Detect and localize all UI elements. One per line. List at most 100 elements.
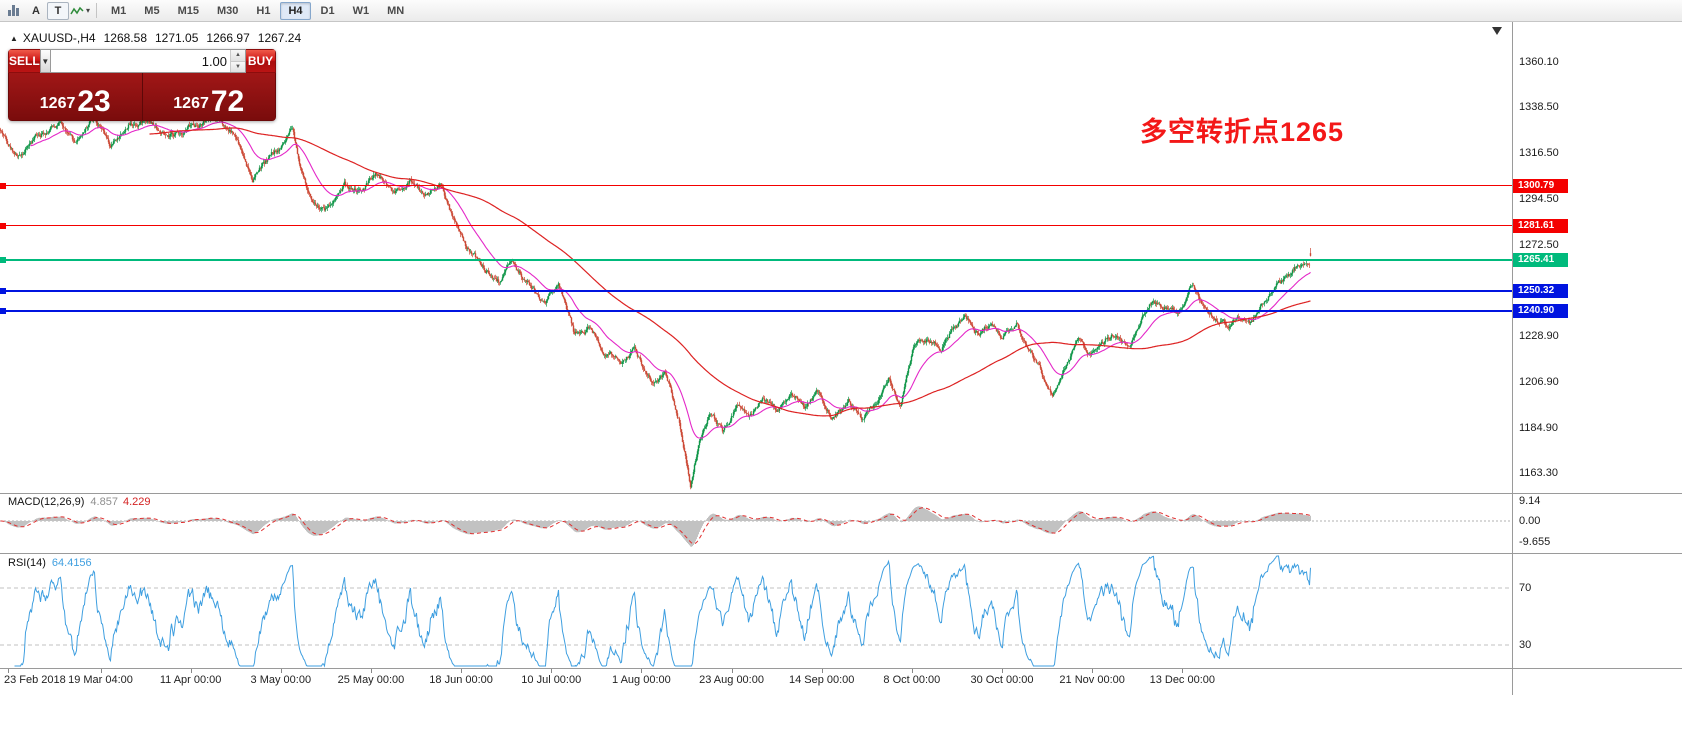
price-axis-label: 1338.50: [1519, 101, 1559, 114]
time-axis-tick: [370, 669, 372, 673]
time-axis-label: 11 Apr 00:00: [159, 674, 222, 686]
time-axis-tick: [461, 669, 463, 673]
ohlc-open: 1268.58: [103, 31, 147, 45]
time-axis-label: 30 Oct 00:00: [970, 674, 1034, 686]
horizontal-line[interactable]: [0, 258, 1512, 261]
price-axis-label: 1206.90: [1519, 375, 1559, 388]
text-tool-button[interactable]: T: [47, 1, 69, 20]
time-axis-tick: [551, 669, 553, 673]
rsi-value: 64.4156: [51, 557, 92, 569]
toolbar: A T ▾ M1 M5 M15 M30 H1 H4 D1 W1 MN: [0, 0, 1682, 22]
ohlc-low: 1266.97: [206, 31, 250, 45]
price-axis-label: 1360.10: [1519, 56, 1559, 68]
one-click-trading-panel: SELL ▼ ▲ ▼ BUY 1267 23 1267 72: [8, 49, 276, 121]
time-axis-label: 23 Aug 00:00: [699, 674, 764, 686]
price-axis-label: 1228.90: [1519, 329, 1559, 342]
chart-shift-marker-icon[interactable]: [1492, 27, 1502, 35]
symbol-arrow-icon: ▲: [10, 33, 18, 43]
bid-ask-display: 1267 23 1267 72: [8, 73, 276, 121]
spinner-down-button[interactable]: ▼: [231, 61, 246, 72]
price-axis-label: 1163.30: [1519, 466, 1558, 479]
price-axis-label: 1272.50: [1519, 238, 1559, 251]
time-axis-tick: [8, 669, 9, 673]
macd-axis-label: 9.14: [1519, 495, 1541, 507]
time-axis-tick: [100, 669, 102, 673]
lot-spinner: ▲ ▼: [230, 50, 246, 72]
price-tag: 1250.32: [1513, 284, 1568, 299]
time-axis-tick: [911, 669, 913, 673]
chevron-down-icon: ▾: [86, 6, 91, 15]
timeframe-m5-button[interactable]: M5: [136, 2, 167, 20]
line-handle[interactable]: [0, 256, 6, 263]
candlestick-chart[interactable]: [0, 22, 1512, 493]
timeframe-h4-button[interactable]: H4: [280, 1, 311, 20]
timeframe-m15-button[interactable]: M15: [170, 2, 207, 20]
horizontal-line[interactable]: [0, 309, 1512, 312]
bars-icon: [8, 5, 20, 16]
buy-button[interactable]: BUY: [246, 49, 276, 73]
time-axis-label: 8 Oct 00:00: [883, 674, 941, 686]
spinner-up-button[interactable]: ▲: [231, 50, 246, 62]
toolbar-separator: [96, 3, 98, 18]
timeframe-m30-button[interactable]: M30: [209, 2, 246, 20]
ask-price[interactable]: 1267 72: [143, 73, 276, 120]
panel-separator[interactable]: [0, 553, 1682, 554]
bid-big-digits: 23: [77, 85, 111, 118]
chart-text-annotation[interactable]: 多空转折点1265: [1140, 117, 1345, 147]
macd-axis-label: 0.00: [1519, 515, 1541, 527]
ask-big-digits: 72: [210, 85, 245, 118]
indicators-dropdown-button[interactable]: ▾: [69, 2, 91, 20]
panel-separator[interactable]: [0, 668, 1682, 669]
timeframe-d1-button[interactable]: D1: [313, 2, 343, 20]
lot-size-input[interactable]: [51, 50, 231, 72]
time-axis-tick: [641, 669, 643, 673]
price-axis-label: 1184.90: [1519, 421, 1558, 434]
timeframe-w1-button[interactable]: W1: [345, 2, 378, 20]
panel-separator[interactable]: [0, 493, 1682, 494]
sell-button[interactable]: SELL: [8, 49, 40, 73]
lot-dropdown-button[interactable]: ▼: [39, 49, 52, 73]
chevron-down-icon: ▼: [41, 56, 50, 66]
time-axis-label: 1 Aug 00:00: [612, 674, 671, 686]
time-axis-tick: [821, 669, 823, 673]
text-label-tool-button[interactable]: A: [25, 2, 47, 20]
time-axis-tick: [1002, 669, 1003, 673]
timeframe-h1-button[interactable]: H1: [248, 2, 278, 20]
line-handle[interactable]: [0, 182, 6, 189]
symbol-name: XAUUSD-,H4: [22, 31, 96, 45]
time-axis-label: 25 May 00:00: [337, 674, 405, 686]
line-handle[interactable]: [0, 288, 6, 295]
price-tag: 1281.61: [1513, 218, 1568, 233]
bid-main-digits: 1267: [39, 95, 76, 112]
symbol-header: ▲ XAUUSD-,H4 1268.58 1271.05 1266.97 126…: [10, 31, 301, 45]
chart-grid-icon[interactable]: [3, 2, 25, 20]
time-axis-label: 10 Jul 00:00: [521, 674, 582, 686]
horizontal-line[interactable]: [0, 225, 1512, 227]
time-axis-tick: [190, 669, 192, 673]
rsi-label: RSI(14) 64.4156: [8, 557, 92, 569]
time-axis-label: 21 Nov 00:00: [1059, 674, 1125, 686]
horizontal-line[interactable]: [0, 185, 1512, 187]
rsi-plot[interactable]: [0, 554, 1512, 668]
price-tag: 1240.90: [1513, 303, 1568, 318]
time-axis-tick: [731, 669, 733, 673]
time-axis-tick: [1092, 669, 1094, 673]
line-handle[interactable]: [0, 222, 6, 229]
time-axis-tick: [280, 669, 282, 673]
time-axis-label: 13 Dec 00:00: [1149, 674, 1216, 686]
macd-axis-label: -9.655: [1519, 536, 1551, 549]
line-handle[interactable]: [0, 307, 6, 314]
bid-price[interactable]: 1267 23: [9, 73, 142, 120]
macd-plot[interactable]: [0, 494, 1512, 553]
indicator-line-icon: [70, 6, 84, 14]
rsi-level-label: 70: [1519, 582, 1532, 594]
horizontal-line[interactable]: [0, 290, 1512, 293]
timeframe-m1-button[interactable]: M1: [103, 2, 134, 20]
price-tag: 1300.79: [1513, 178, 1568, 193]
timeframe-mn-button[interactable]: MN: [379, 2, 412, 20]
macd-label: MACD(12,26,9) 4.857 4.229: [8, 496, 150, 508]
rsi-name: RSI(14): [8, 557, 46, 569]
rsi-level-label: 30: [1519, 639, 1532, 651]
price-scale-separator[interactable]: [1512, 22, 1513, 695]
